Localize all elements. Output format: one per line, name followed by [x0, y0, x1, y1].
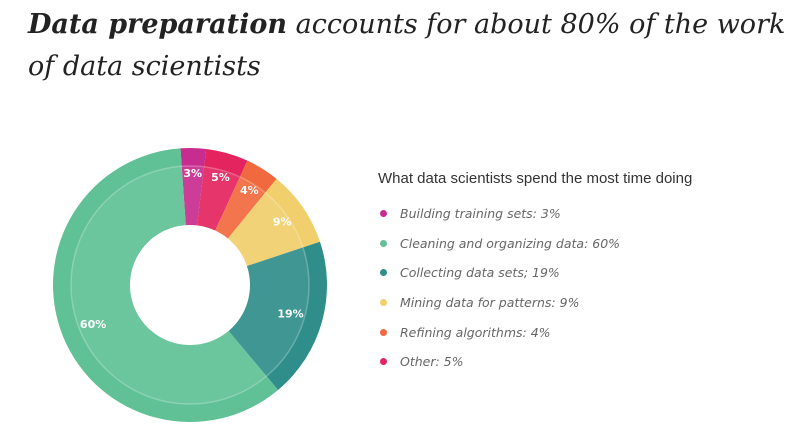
- legend-item-other: Other: 5%: [378, 347, 692, 377]
- slice-refining-algorithms: 4%: [215, 160, 277, 239]
- slice-label-mining-data-for-patterns: 9%: [273, 215, 292, 228]
- slice-building-training-sets: 3%: [180, 148, 207, 226]
- slice-building-training-sets-wedge: [180, 148, 207, 226]
- legend-title: What data scientists spend the most time…: [378, 170, 693, 187]
- legend-item-refining-algorithms: Refining algorithms: 4%: [378, 317, 692, 347]
- slice-refining-algorithms-wedge: [215, 160, 277, 239]
- legend-label-cleaning-and-organizing-data: Cleaning and organizing data: 60%: [400, 235, 621, 251]
- slice-building-training-sets-inner-band: [181, 166, 205, 226]
- legend-item-collecting-data-sets: Collecting data sets; 19%: [378, 258, 692, 288]
- legend-item-cleaning-and-organizing-data: Cleaning and organizing data: 60%: [378, 229, 692, 259]
- legend-swatch-collecting-data-sets: [380, 269, 387, 277]
- slice-other: 5%: [197, 148, 248, 231]
- legend-label-collecting-data-sets: Collecting data sets; 19%: [400, 265, 560, 281]
- slice-other-inner-band: [197, 166, 240, 231]
- headline: Data preparation accounts for about 80% …: [28, 4, 788, 88]
- legend-item-mining-data-for-patterns: Mining data for patterns: 9%: [378, 288, 692, 318]
- slice-collecting-data-sets: 19%: [228, 241, 327, 390]
- slice-label-cleaning-and-organizing-data: 60%: [80, 318, 106, 331]
- legend-swatch-other: [380, 358, 387, 366]
- slice-cleaning-and-organizing-data: 60%: [52, 148, 279, 422]
- legend-label-refining-algorithms: Refining algorithms: 4%: [400, 324, 551, 340]
- legend-label-mining-data-for-patterns: Mining data for patterns: 9%: [400, 295, 580, 311]
- slice-mining-data-for-patterns-inner-band: [227, 192, 303, 267]
- legend-swatch-refining-algorithms: [380, 328, 387, 336]
- slice-refining-algorithms-inner-band: [215, 176, 266, 239]
- legend-item-building-training-sets: Building training sets: 3%: [378, 199, 692, 229]
- slice-label-refining-algorithms: 4%: [240, 184, 259, 197]
- slice-mining-data-for-patterns-wedge: [227, 178, 320, 267]
- slice-label-collecting-data-sets: 19%: [277, 307, 303, 320]
- headline-rest: accounts for about 80% of the work of da…: [28, 9, 786, 82]
- slice-label-building-training-sets: 3%: [183, 167, 202, 180]
- headline-emphasis: Data preparation: [28, 9, 288, 40]
- slice-label-other: 5%: [211, 171, 230, 184]
- chart-legend: What data scientists spend the most time…: [378, 170, 692, 377]
- slice-collecting-data-sets-inner-band: [228, 247, 309, 377]
- legend-swatch-cleaning-and-organizing-data: [380, 239, 387, 247]
- legend-swatch-building-training-sets: [380, 210, 387, 218]
- legend-label-other: Other: 5%: [400, 354, 464, 370]
- slice-mining-data-for-patterns: 9%: [227, 178, 320, 267]
- slice-collecting-data-sets-wedge: [228, 241, 327, 390]
- slice-cleaning-and-organizing-data-inner-band: [71, 166, 267, 404]
- legend-label-building-training-sets: Building training sets: 3%: [400, 206, 561, 222]
- slice-other-wedge: [197, 148, 248, 231]
- legend-list: Building training sets: 3% Cleaning and o…: [378, 199, 692, 377]
- legend-swatch-mining-data-for-patterns: [380, 299, 387, 307]
- slice-cleaning-and-organizing-data-wedge: [52, 148, 279, 422]
- donut-inner-ring: [70, 165, 310, 405]
